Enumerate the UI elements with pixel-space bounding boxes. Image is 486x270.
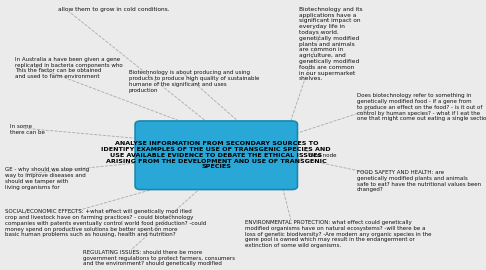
Text: GE - why should we stop using
way to improve diseases and
should we tamper with
: GE - why should we stop using way to imp… xyxy=(5,167,89,190)
Text: REGULATING ISSUES: should there be more
government regulations to protect farmer: REGULATING ISSUES: should there be more … xyxy=(83,250,235,266)
Text: New node: New node xyxy=(309,153,336,158)
Text: In Australia a have been given a gene
replicated in bacteria components who
This: In Australia a have been given a gene re… xyxy=(15,57,122,79)
Text: ANALYSE INFORMATION FROM SECONDARY SOURCES TO
IDENTIFY EXAMPLES OF THE USE OF TR: ANALYSE INFORMATION FROM SECONDARY SOURC… xyxy=(102,141,331,169)
Text: SOCIAL/ECONOMIC EFFECTS: +what effect will genetically mod ified
crop and livest: SOCIAL/ECONOMIC EFFECTS: +what effect wi… xyxy=(5,209,206,237)
Text: ENVIRONMENTAL PROTECTION: what effect could genetically
modified organisms have : ENVIRONMENTAL PROTECTION: what effect co… xyxy=(245,220,432,248)
Text: Biotechnology and its
applications have a
significant impact on
everyday life in: Biotechnology and its applications have … xyxy=(299,7,363,81)
Text: Does biotechnology refer to something in
genetically modified food - if a gene f: Does biotechnology refer to something in… xyxy=(357,93,486,121)
Text: Biotechnology is about producing and using
products to produce high quality of s: Biotechnology is about producing and usi… xyxy=(129,70,259,93)
Text: allow them to grow in cold conditions.: allow them to grow in cold conditions. xyxy=(58,7,170,12)
Text: In some
there can be: In some there can be xyxy=(10,124,45,135)
Text: FOOD SAFETY AND HEALTH: are
genetically modified plants and animals
safe to eat?: FOOD SAFETY AND HEALTH: are genetically … xyxy=(357,170,481,193)
FancyBboxPatch shape xyxy=(135,121,297,190)
